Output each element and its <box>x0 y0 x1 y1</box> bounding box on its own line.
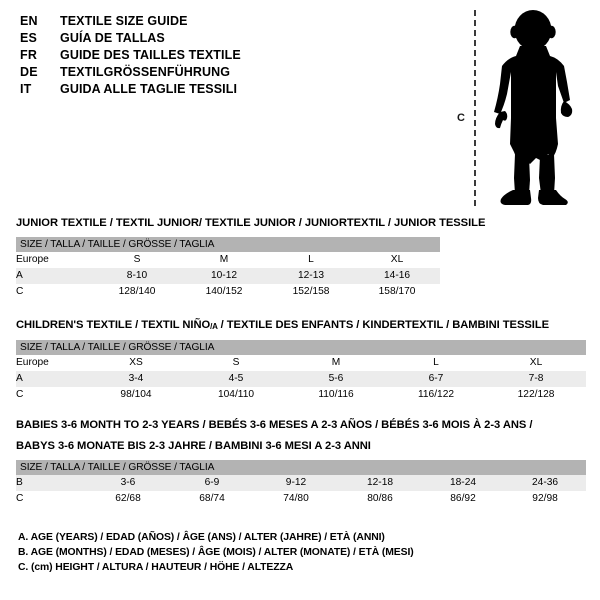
size-band-label: SIZE / TALLA / TAILLE / GRÖSSE / TAGLIA <box>16 339 587 355</box>
section-title-children-fraction: /A <box>210 321 218 331</box>
table-cell: 9-12 <box>254 475 338 491</box>
table-cell: 6-7 <box>386 370 486 387</box>
section-junior-textile: JUNIOR TEXTILE / TEXTIL JUNIOR/ TEXTILE … <box>16 216 485 300</box>
section-babies-textile: BABIES 3-6 MONTH TO 2-3 YEARS / BEBÉS 3-… <box>16 418 587 507</box>
table-cell: 3-4 <box>86 370 186 387</box>
table-cell: 7-8 <box>486 370 587 387</box>
table-cell: 92/98 <box>504 491 587 507</box>
table-cell: 68/74 <box>170 491 254 507</box>
table-row: Europe S M L XL <box>16 252 441 268</box>
row-label: Europe <box>16 354 86 371</box>
table-cell: 10-12 <box>180 268 268 284</box>
section-childrens-textile: CHILDREN'S TEXTILE / TEXTIL NIÑO/A / TEX… <box>16 318 587 403</box>
junior-size-table: SIZE / TALLA / TAILLE / GRÖSSE / TAGLIA … <box>16 237 441 300</box>
table-cell: 116/122 <box>386 386 486 403</box>
table-cell: 158/170 <box>354 284 441 300</box>
table-cell: XL <box>486 354 587 371</box>
toddler-silhouette-icon <box>494 10 573 205</box>
legend-block: A. AGE (YEARS) / EDAD (AÑOS) / ÂGE (ANS)… <box>18 530 478 575</box>
legend-line-a: A. AGE (YEARS) / EDAD (AÑOS) / ÂGE (ANS)… <box>18 532 385 543</box>
table-cell: 12-13 <box>268 268 354 284</box>
legend-line-c: C. (cm) HEIGHT / ALTURA / HAUTEUR / HÖHE… <box>18 562 294 573</box>
row-label: C <box>16 386 86 403</box>
section-title-children-post: / TEXTILE DES ENFANTS / KINDERTEXTIL / B… <box>217 319 550 331</box>
table-cell: XS <box>86 354 186 371</box>
table-row: B 3-6 6-9 9-12 12-18 18-24 24-36 <box>16 475 587 491</box>
language-row: IT GUIDA ALLE TAGLIE TESSILI <box>20 81 440 98</box>
guide-title-fr: GUIDE DES TAILLES TEXTILE <box>60 48 241 62</box>
guide-title-en: TEXTILE SIZE GUIDE <box>60 14 188 28</box>
table-cell: M <box>286 354 386 371</box>
table-band-row: SIZE / TALLA / TAILLE / GRÖSSE / TAGLIA <box>16 237 441 252</box>
table-cell: 14-16 <box>354 268 441 284</box>
height-axis-label-c: C <box>457 112 465 124</box>
table-cell: 12-18 <box>338 475 422 491</box>
guide-title-it: GUIDA ALLE TAGLIE TESSILI <box>60 82 238 96</box>
table-cell: 24-36 <box>504 475 587 491</box>
row-label: A <box>16 268 94 284</box>
height-measurement-figure: C <box>448 8 596 208</box>
table-cell: 98/104 <box>86 386 186 403</box>
table-row: C 128/140 140/152 152/158 158/170 <box>16 284 441 300</box>
height-dashed-line <box>474 10 476 206</box>
row-label: A <box>16 370 86 387</box>
table-cell: 74/80 <box>254 491 338 507</box>
table-row: A 8-10 10-12 12-13 14-16 <box>16 268 441 284</box>
table-cell: 3-6 <box>86 475 170 491</box>
row-label: C <box>16 491 86 507</box>
table-cell: 140/152 <box>180 284 268 300</box>
language-code-de: DE <box>20 65 38 79</box>
table-cell: 5-6 <box>286 370 386 387</box>
table-cell: XL <box>354 252 441 268</box>
table-cell: L <box>268 252 354 268</box>
table-cell: 80/86 <box>338 491 422 507</box>
language-code-es: ES <box>20 31 38 45</box>
table-cell: 86/92 <box>422 491 504 507</box>
table-cell: M <box>180 252 268 268</box>
language-row: FR GUIDE DES TAILLES TEXTILE <box>20 47 440 64</box>
language-row: DE TEXTILGRÖSSENFÜHRUNG <box>20 64 440 81</box>
section-title-junior: JUNIOR TEXTILE / TEXTIL JUNIOR/ TEXTILE … <box>16 217 486 229</box>
guide-title-es: GUÍA DE TALLAS <box>60 31 165 45</box>
section-title-children-pre: CHILDREN'S TEXTILE / TEXTIL NIÑO <box>16 319 211 331</box>
table-row: A 3-4 4-5 5-6 6-7 7-8 <box>16 370 587 387</box>
row-label: Europe <box>16 252 94 268</box>
table-cell: L <box>386 354 486 371</box>
row-label: C <box>16 284 94 300</box>
section-title-babies-line1: BABIES 3-6 MONTH TO 2-3 YEARS / BEBÉS 3-… <box>16 419 533 431</box>
table-band-row: SIZE / TALLA / TAILLE / GRÖSSE / TAGLIA <box>16 460 587 475</box>
row-label: B <box>16 475 86 491</box>
language-code-it: IT <box>20 82 32 96</box>
guide-title-de: TEXTILGRÖSSENFÜHRUNG <box>60 65 231 79</box>
section-title-children: CHILDREN'S TEXTILE / TEXTIL NIÑO/A / TEX… <box>16 318 586 334</box>
language-code-en: EN <box>20 14 38 28</box>
size-band-label: SIZE / TALLA / TAILLE / GRÖSSE / TAGLIA <box>16 237 441 252</box>
table-cell: S <box>186 354 286 371</box>
section-title-babies-line2: BABYS 3-6 MONATE BIS 2-3 JAHRE / BAMBINI… <box>16 440 371 452</box>
table-cell: 152/158 <box>268 284 354 300</box>
table-cell: 6-9 <box>170 475 254 491</box>
babies-size-table: SIZE / TALLA / TAILLE / GRÖSSE / TAGLIA … <box>16 460 587 507</box>
language-row: EN TEXTILE SIZE GUIDE <box>20 13 440 30</box>
legend-line-b: B. AGE (MONTHS) / EDAD (MESES) / ÂGE (MO… <box>18 547 414 558</box>
table-cell: 104/110 <box>186 386 286 403</box>
table-row: C 98/104 104/110 110/116 116/122 122/128 <box>16 386 587 403</box>
table-band-row: SIZE / TALLA / TAILLE / GRÖSSE / TAGLIA <box>16 339 587 355</box>
table-cell: S <box>94 252 180 268</box>
table-row: Europe XS S M L XL <box>16 354 587 371</box>
table-cell: 110/116 <box>286 386 386 403</box>
table-row: C 62/68 68/74 74/80 80/86 86/92 92/98 <box>16 491 587 507</box>
table-cell: 62/68 <box>86 491 170 507</box>
table-cell: 8-10 <box>94 268 180 284</box>
language-title-block: EN TEXTILE SIZE GUIDE ES GUÍA DE TALLAS … <box>20 13 440 98</box>
table-cell: 128/140 <box>94 284 180 300</box>
table-cell: 4-5 <box>186 370 286 387</box>
children-size-table: SIZE / TALLA / TAILLE / GRÖSSE / TAGLIA … <box>16 339 587 403</box>
table-cell: 18-24 <box>422 475 504 491</box>
language-code-fr: FR <box>20 48 38 62</box>
size-band-label: SIZE / TALLA / TAILLE / GRÖSSE / TAGLIA <box>16 460 587 475</box>
language-row: ES GUÍA DE TALLAS <box>20 30 440 47</box>
table-cell: 122/128 <box>486 386 587 403</box>
